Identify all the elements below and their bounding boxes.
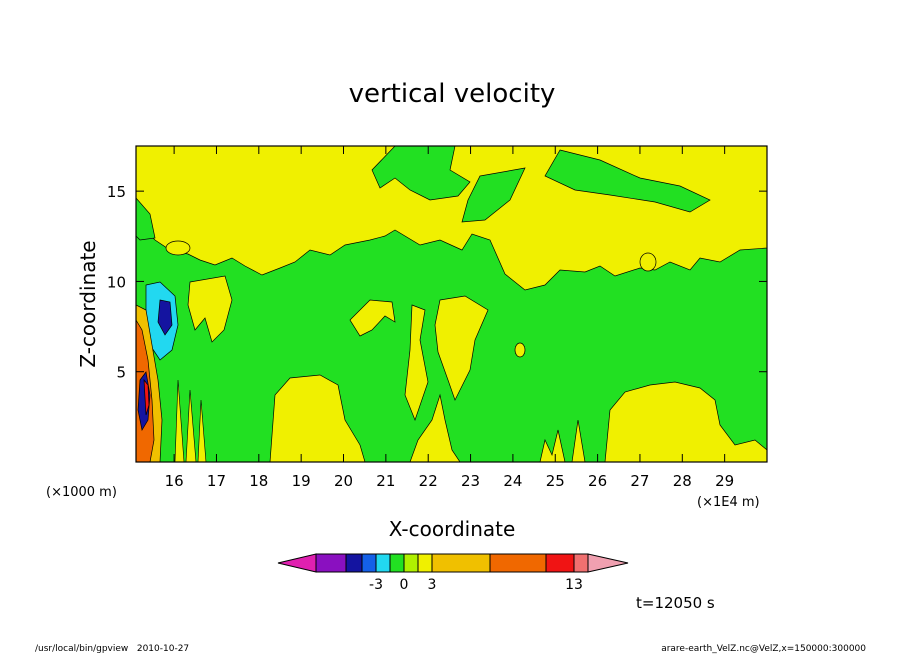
- field-pocket-2: [544, 149, 711, 213]
- field-filament-1: [187, 275, 233, 343]
- x-tick-label: 16: [165, 472, 184, 490]
- time-label: t=12050 s: [636, 594, 715, 612]
- field-striation-1: [174, 379, 185, 462]
- y-axis-label: Z-coordinate: [76, 240, 100, 367]
- contour-field: [136, 146, 767, 462]
- colorbar-box: [375, 553, 391, 573]
- field-island-3: [514, 342, 526, 358]
- field-warm-red: [143, 378, 150, 416]
- x-tick-label: 23: [461, 472, 480, 490]
- colorbar-box: [489, 553, 547, 573]
- footer-left: /usr/local/bin/gpview 2010-10-27: [35, 644, 189, 654]
- field-lower-2: [409, 393, 461, 462]
- field-striation-2: [185, 389, 197, 462]
- y-axis: 5 10 15: [107, 183, 767, 382]
- x-tick-label: 22: [419, 472, 438, 490]
- x-tick-label: 26: [588, 472, 607, 490]
- field-filament-3: [404, 304, 429, 422]
- x-unit-left: (×1000 m): [46, 485, 117, 500]
- x-axis-label: X-coordinate: [389, 517, 516, 541]
- colorbar-box: [545, 553, 575, 573]
- field-island-1: [639, 252, 657, 272]
- field-striation-3: [197, 399, 207, 462]
- x-tick-label: 28: [673, 472, 692, 490]
- x-tick-label: 18: [249, 472, 268, 490]
- x-tick-label: 19: [292, 472, 311, 490]
- chart-title: vertical velocity: [349, 79, 556, 109]
- colorbar-end-high: [587, 553, 629, 573]
- x-unit-right: (×1E4 m): [697, 495, 760, 510]
- field-lower-1: [269, 374, 366, 462]
- field-island-2: [165, 240, 191, 256]
- field-pocket-1: [371, 146, 471, 201]
- field-lower-3: [604, 381, 767, 462]
- x-tick-label: 29: [715, 472, 734, 490]
- colorbar-box: [417, 553, 433, 573]
- colorbar-tick-label: 3: [428, 577, 437, 593]
- field-lower-4: [539, 419, 586, 462]
- field-filament-2: [349, 299, 396, 337]
- colorbar-tick-label: -3: [369, 577, 383, 593]
- colorbar-box: [345, 553, 363, 573]
- field-filament-4: [434, 295, 489, 401]
- x-tick-label: 25: [546, 472, 565, 490]
- colorbar-box: [403, 553, 419, 573]
- x-axis: 16 17 18 19 20 21 22 23 24 25 26 27 28 29: [165, 146, 734, 490]
- colorbar-box: [389, 553, 405, 573]
- colorbar-tick-label: 13: [565, 577, 583, 593]
- field-blue-cell: [157, 299, 173, 336]
- colorbar-box: [361, 553, 377, 573]
- colorbar-end-low: [277, 553, 317, 573]
- colorbar-box: [573, 553, 589, 573]
- x-tick-label: 21: [376, 472, 395, 490]
- colorbar-tick-label: 0: [400, 577, 409, 593]
- y-tick-label: 10: [107, 273, 126, 291]
- x-tick-label: 27: [630, 472, 649, 490]
- y-tick-label: 15: [107, 183, 126, 201]
- field-pocket-4: [136, 197, 156, 241]
- colorbar: -3 0 3 13: [277, 553, 629, 593]
- plot-frame: [135, 145, 768, 463]
- field-pocket-3: [461, 167, 526, 223]
- footer-right: arare-earth_VelZ.nc@VelZ,x=150000:300000: [661, 644, 866, 654]
- x-tick-label: 17: [207, 472, 226, 490]
- x-tick-label: 24: [503, 472, 522, 490]
- x-tick-label: 20: [334, 472, 353, 490]
- colorbar-box: [431, 553, 491, 573]
- colorbar-box: [315, 553, 347, 573]
- y-tick-label: 5: [116, 364, 126, 382]
